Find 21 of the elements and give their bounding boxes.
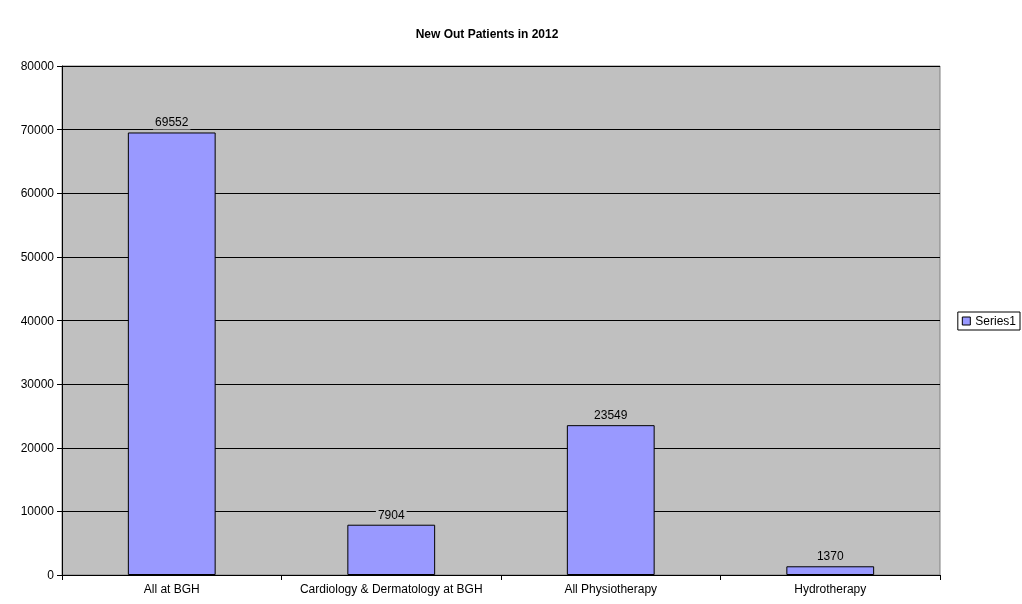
data-label: 69552 bbox=[155, 115, 189, 130]
bar bbox=[786, 566, 875, 575]
x-tick-label: All at BGH bbox=[143, 582, 200, 596]
x-tick-label: Hydrotherapy bbox=[794, 582, 867, 596]
y-tick-label: 20000 bbox=[20, 440, 55, 455]
data-label: 7904 bbox=[377, 507, 405, 522]
y-tick-label: 80000 bbox=[20, 59, 55, 73]
y-tick-label: 10000 bbox=[20, 504, 55, 519]
y-tick-label: 0 bbox=[47, 568, 55, 582]
y-tick-label: 60000 bbox=[20, 186, 55, 201]
chart-title: New Out Patients in 2012 bbox=[415, 27, 559, 41]
y-tick-label: 50000 bbox=[20, 249, 55, 264]
bar bbox=[347, 524, 436, 575]
data-label: 1370 bbox=[816, 549, 844, 564]
x-tick-label: All Physiotherapy bbox=[564, 582, 658, 596]
x-tick-label: Cardiology & Dermatology at BGH bbox=[299, 582, 483, 596]
legend-label: Series1 bbox=[975, 314, 1017, 328]
y-tick-label: 30000 bbox=[20, 377, 55, 392]
y-tick-label: 40000 bbox=[20, 313, 55, 328]
data-label: 23549 bbox=[594, 408, 628, 423]
y-tick-label: 70000 bbox=[20, 122, 55, 137]
